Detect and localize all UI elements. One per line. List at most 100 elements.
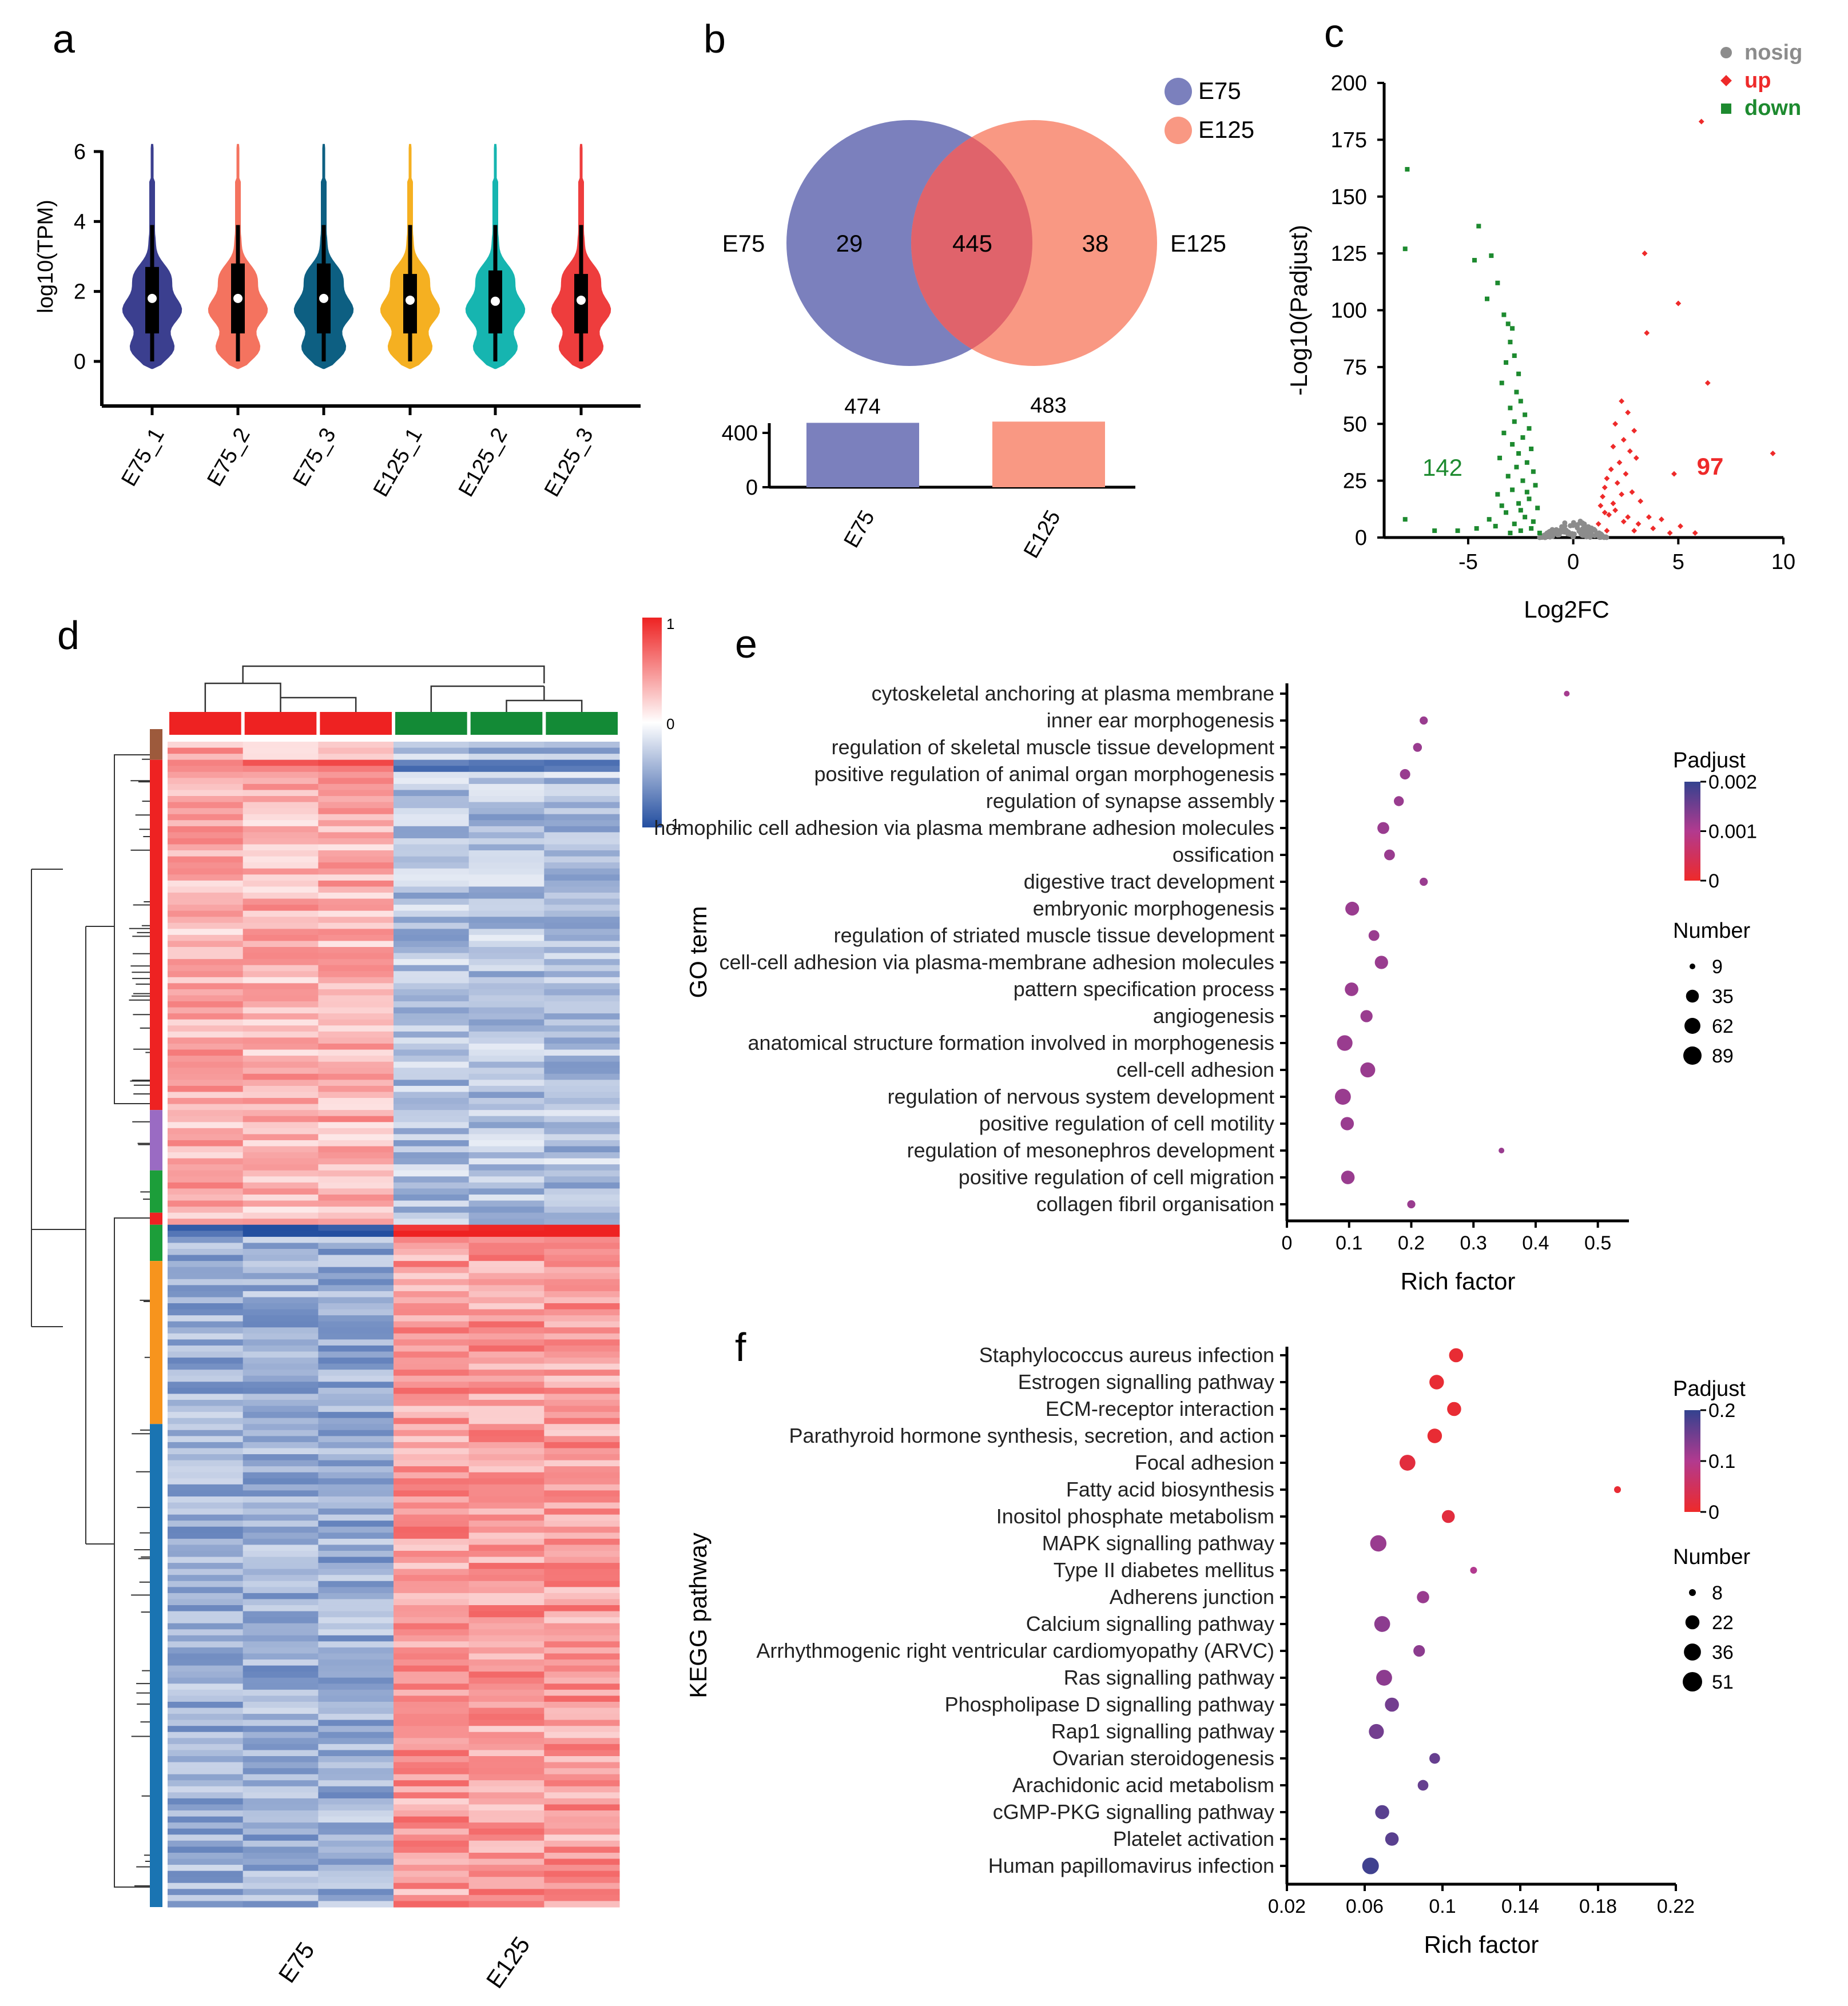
heatmap-cell <box>243 1134 319 1141</box>
heatmap-cell <box>243 1677 319 1684</box>
dot-14 <box>1360 1062 1376 1078</box>
heatmap-cell <box>394 1279 470 1285</box>
heatmap-cell <box>544 1013 620 1020</box>
heatmap-cell <box>318 1611 394 1618</box>
heatmap-cell <box>468 989 545 996</box>
heatmap-cell <box>168 1587 244 1594</box>
up-point <box>1620 519 1627 525</box>
down-point <box>1487 517 1492 522</box>
down-point <box>1520 435 1525 440</box>
heatmap-cell <box>544 1708 620 1714</box>
heatmap-cell <box>394 1502 470 1509</box>
row-cluster-bar <box>150 729 162 760</box>
heatmap-cell <box>394 850 470 857</box>
heatmap-cell <box>544 1424 620 1431</box>
heatmap-cell <box>168 1846 244 1853</box>
heatmap-cell <box>168 1375 244 1382</box>
heatmap-cell <box>468 1424 545 1431</box>
term-label: Ras signalling pathway <box>1064 1666 1274 1689</box>
x-tick-label: 0.1 <box>1429 1896 1456 1917</box>
heatmap-cell <box>243 1073 319 1080</box>
heatmap-cell <box>168 1267 244 1273</box>
heatmap-cell <box>468 1894 545 1902</box>
heatmap-cell <box>544 995 620 1002</box>
up-point <box>1597 503 1604 509</box>
term-label: regulation of skeletal muscle tissue dev… <box>832 735 1274 759</box>
heatmap-cell <box>318 1351 394 1358</box>
heatmap-cell <box>394 1732 470 1738</box>
heatmap-cell <box>394 1333 470 1340</box>
heatmap-cell <box>318 1677 394 1684</box>
heatmap-cell <box>318 1865 394 1872</box>
heatmap-cell <box>318 1858 394 1865</box>
heatmap-cell <box>394 1370 470 1376</box>
heatmap-cell <box>243 1194 319 1201</box>
heatmap-cell <box>168 820 244 827</box>
up-point <box>1600 493 1606 500</box>
heatmap-cell <box>243 1122 319 1129</box>
heatmap-cell <box>168 1852 244 1860</box>
heatmap-cell <box>168 856 244 863</box>
y-axis-title: -Log10(Padjust) <box>1285 225 1312 396</box>
heatmap-cell <box>168 1339 244 1346</box>
heatmap-cell <box>243 783 319 791</box>
heatmap-cell <box>468 1816 545 1823</box>
heatmap-cell <box>394 977 470 984</box>
heatmap-cell <box>243 1478 319 1485</box>
heatmap-cell <box>243 1780 319 1787</box>
down-point <box>1512 353 1517 358</box>
heatmap-cell <box>318 1249 394 1256</box>
heatmap-cell <box>394 1496 470 1503</box>
heatmap-cell <box>544 1122 620 1129</box>
up-point <box>1606 512 1612 518</box>
down-point <box>1501 431 1507 436</box>
heatmap-cell <box>318 1134 394 1141</box>
term-label: Type II diabetes mellitus <box>1054 1558 1274 1582</box>
heatmap-cell <box>544 1858 620 1865</box>
row-cluster-bar <box>150 1170 162 1213</box>
heatmap-cell <box>394 1605 470 1612</box>
heatmap-cell <box>168 1454 244 1461</box>
heatmap-cell <box>318 1647 394 1654</box>
down-point <box>1523 515 1528 520</box>
up-point <box>1646 514 1652 520</box>
nosig-point <box>1580 532 1586 538</box>
heatmap-cell <box>544 1098 620 1105</box>
term-label: Rap1 signalling pathway <box>1051 1720 1274 1743</box>
heatmap-cell <box>468 1219 545 1225</box>
heatmap-cell <box>394 1104 470 1111</box>
heatmap-cell <box>168 1732 244 1738</box>
heatmap-cell <box>468 1653 545 1660</box>
heatmap-cell <box>544 1894 620 1902</box>
heatmap-cell <box>318 1267 394 1273</box>
legend-nosig-marker <box>1720 47 1732 58</box>
heatmap-cell <box>168 1894 244 1902</box>
up-point <box>1629 489 1635 495</box>
heatmap-cell <box>394 1792 470 1799</box>
term-label: Parathyroid hormone synthesis, secretion… <box>789 1424 1274 1447</box>
heatmap-cell <box>468 1490 545 1497</box>
heatmap-cell <box>243 1236 319 1244</box>
heatmap-cell <box>468 1726 545 1733</box>
heatmap-cell <box>468 1261 545 1268</box>
heatmap-cell <box>168 1224 244 1231</box>
heatmap-cell <box>243 1454 319 1461</box>
heatmap-cell <box>168 1134 244 1141</box>
legend-swatch-E125 <box>1165 117 1192 144</box>
heatmap-cell <box>468 1708 545 1714</box>
heatmap-cell <box>168 1756 244 1763</box>
heatmap-cell <box>468 1358 545 1364</box>
heatmap-cell <box>168 947 244 954</box>
heatmap-cell <box>243 1207 319 1213</box>
heatmap-cell <box>468 1569 545 1575</box>
heatmap-cell <box>168 995 244 1002</box>
heatmap-cell <box>318 1394 394 1400</box>
heatmap-cell <box>468 1792 545 1799</box>
heatmap-cell <box>468 832 545 839</box>
heatmap-cell <box>394 1037 470 1044</box>
dot-11 <box>1345 982 1358 996</box>
heatmap-cell <box>468 1557 545 1563</box>
heatmap-cell <box>394 1261 470 1268</box>
heatmap-cell <box>243 1448 319 1455</box>
x-tick-label: 0.3 <box>1460 1232 1487 1254</box>
